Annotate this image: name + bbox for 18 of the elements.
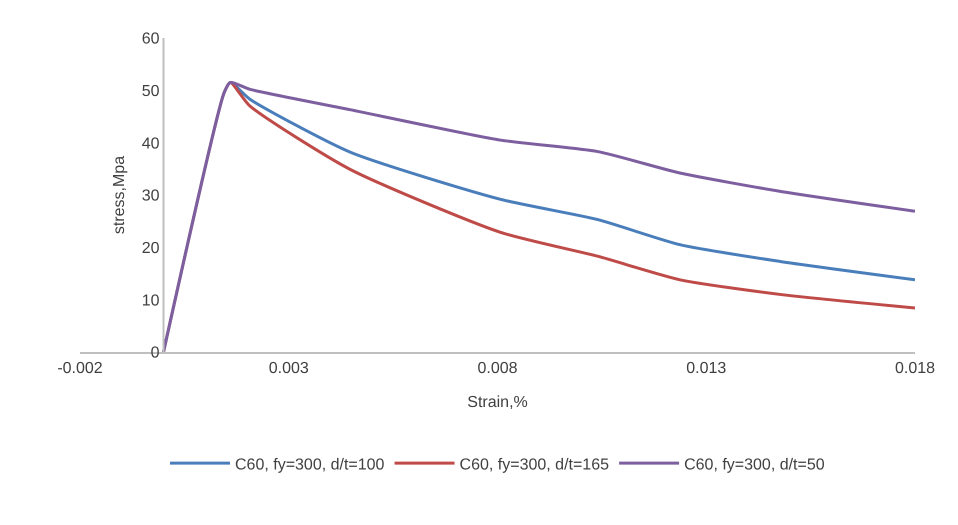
y-tick-label: 50 bbox=[142, 82, 160, 100]
x-tick-label: 0.018 bbox=[894, 360, 936, 377]
y-axis-title: stress,Mpa bbox=[111, 156, 128, 234]
legend-label: C60, fy=300, d/t=165 bbox=[460, 456, 610, 474]
x-tick-label: -0.002 bbox=[57, 360, 103, 377]
x-tick-label: 0.003 bbox=[268, 360, 309, 377]
y-tick-label: 30 bbox=[142, 188, 160, 205]
y-tick-label: 10 bbox=[142, 292, 160, 310]
line-series bbox=[162, 80, 915, 352]
x-tick-label: 0.008 bbox=[477, 360, 518, 377]
y-tick-label: 40 bbox=[142, 135, 160, 152]
x-axis-title: Strain,% bbox=[467, 394, 528, 412]
y-tick-label: 0 bbox=[150, 344, 160, 362]
legend-label: C60, fy=300, d/t=100 bbox=[235, 456, 385, 474]
legend-label: C60, fy=300, d/t=50 bbox=[684, 456, 825, 474]
x-tick-label: 0.013 bbox=[686, 360, 726, 377]
y-tick-label: 20 bbox=[142, 240, 160, 257]
y-tick-label: 60 bbox=[142, 30, 160, 48]
